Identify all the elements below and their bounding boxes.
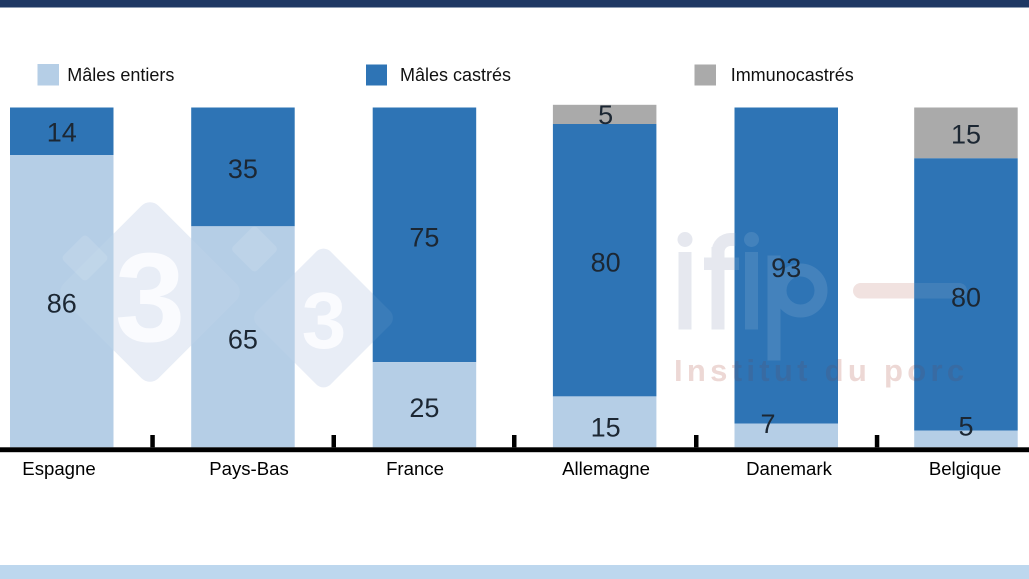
svg-text:86: 86: [47, 288, 77, 318]
svg-text:Allemagne: Allemagne: [562, 458, 650, 479]
svg-text:3: 3: [115, 227, 185, 368]
svg-text:7: 7: [760, 409, 775, 439]
svg-text:3: 3: [302, 276, 347, 365]
svg-text:15: 15: [591, 412, 621, 442]
svg-text:Mâles entiers: Mâles entiers: [67, 65, 174, 85]
svg-text:Espagne: Espagne: [22, 458, 95, 479]
svg-text:Mâles castrés: Mâles castrés: [400, 65, 511, 85]
svg-text:5: 5: [598, 100, 613, 130]
svg-text:80: 80: [951, 282, 981, 312]
svg-text:25: 25: [409, 393, 439, 423]
svg-text:14: 14: [47, 117, 77, 147]
svg-text:Pays-Bas: Pays-Bas: [209, 458, 289, 479]
svg-text:France: France: [386, 458, 444, 479]
svg-text:75: 75: [409, 222, 439, 252]
svg-text:35: 35: [228, 154, 258, 184]
svg-text:Belgique: Belgique: [929, 458, 1001, 479]
svg-text:93: 93: [771, 253, 801, 283]
svg-text:15: 15: [951, 119, 981, 149]
svg-text:Danemark: Danemark: [746, 458, 832, 479]
svg-text:5: 5: [958, 412, 973, 442]
svg-text:80: 80: [591, 247, 621, 277]
svg-text:65: 65: [228, 324, 258, 354]
svg-text:Immunocastrés: Immunocastrés: [731, 65, 854, 85]
